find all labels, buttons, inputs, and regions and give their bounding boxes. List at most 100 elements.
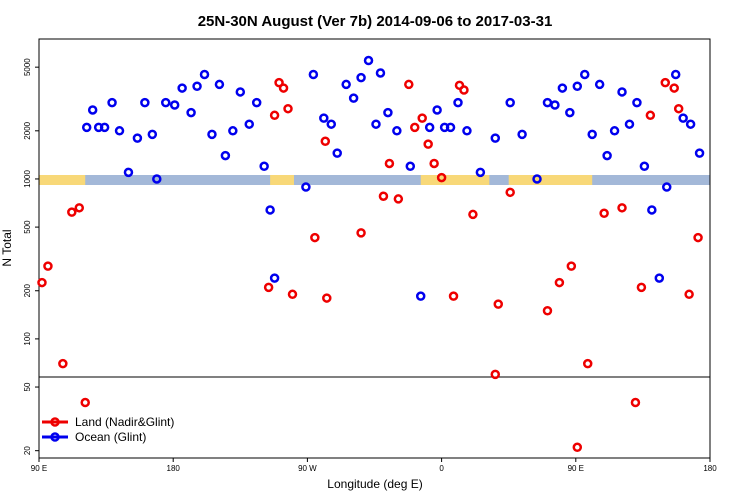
y-tick-label: 50 <box>23 382 32 391</box>
land-point <box>684 289 694 300</box>
land-point <box>566 261 577 271</box>
ocean-point <box>617 87 627 97</box>
land-point <box>423 139 433 149</box>
ocean-point <box>594 79 605 90</box>
ocean-point <box>169 100 180 110</box>
land-point <box>67 207 77 217</box>
land-point <box>283 103 293 114</box>
y-tick-label: 500 <box>23 220 32 234</box>
y-tick-label: 200 <box>23 284 32 298</box>
land-point <box>37 277 47 288</box>
ocean-point <box>432 105 442 115</box>
ocean-point <box>685 119 696 129</box>
land-point <box>636 282 647 293</box>
x-tick-label: 90 E <box>31 464 47 473</box>
land-point <box>459 85 469 95</box>
ocean-point <box>177 83 187 93</box>
ocean-point <box>647 205 657 215</box>
ocean-point <box>694 148 705 158</box>
land-point <box>404 79 414 90</box>
ocean-point <box>356 72 366 83</box>
chart-title: 25N-30N August (Ver 7b) 2014-09-06 to 20… <box>198 13 553 30</box>
ocean-point <box>654 273 665 283</box>
land-point <box>673 103 684 114</box>
land-point <box>493 299 504 309</box>
land-point <box>505 187 515 198</box>
ocean-point <box>490 133 501 143</box>
ocean-point <box>269 273 280 283</box>
ocean-point <box>383 107 393 118</box>
land-point <box>269 110 280 121</box>
land-point <box>617 203 627 213</box>
ocean-point <box>152 174 162 184</box>
ocean-point <box>532 174 542 184</box>
x-axis: 90 E 180 90 W 0 90 E 180 <box>31 458 717 473</box>
ocean-point <box>326 119 337 129</box>
land-point <box>378 191 389 201</box>
ocean-point <box>624 119 635 129</box>
land-point <box>80 397 90 408</box>
land-point <box>417 113 427 123</box>
x-tick-label: 180 <box>703 464 717 473</box>
land-point <box>468 209 478 220</box>
land-point <box>669 83 679 93</box>
land-point <box>660 77 671 88</box>
land-band-segment <box>39 175 86 185</box>
ocean-point <box>123 167 134 178</box>
land-point <box>599 208 609 219</box>
x-tick-label: 180 <box>167 464 181 473</box>
ocean-point <box>445 122 456 133</box>
ocean-point <box>579 69 590 80</box>
land-point <box>43 261 53 271</box>
ocean-point <box>632 97 642 108</box>
y-tick-label: 2000 <box>23 121 32 139</box>
ocean-band <box>39 175 710 185</box>
land-point <box>287 289 298 300</box>
ocean-point <box>587 129 597 140</box>
ocean-point <box>678 113 688 123</box>
ocean-point <box>147 129 158 140</box>
x-axis-label: Longitude (deg E) <box>327 477 422 491</box>
y-tick-label: 20 <box>23 446 32 455</box>
ocean-point <box>259 161 269 172</box>
plot-frame <box>38 38 711 459</box>
legend-ocean-marker <box>50 432 60 442</box>
ocean-point <box>332 148 342 158</box>
ocean-point <box>550 100 560 110</box>
land-point <box>572 442 583 453</box>
x-tick-label: 90 W <box>298 464 317 473</box>
ocean-point <box>214 79 225 90</box>
land-point <box>693 232 703 243</box>
land-point <box>74 203 85 213</box>
x-tick-label: 90 E <box>568 464 584 473</box>
land-point <box>410 122 420 133</box>
ocean-point <box>670 69 681 80</box>
ocean-point <box>363 55 374 66</box>
ocean-point <box>557 83 568 93</box>
y-tick-label: 1000 <box>23 170 32 188</box>
y-tick-label: 5000 <box>23 58 32 76</box>
ocean-point <box>542 97 553 108</box>
land-point <box>554 277 565 288</box>
ocean-point <box>186 107 196 118</box>
land-point <box>322 293 332 303</box>
land-point <box>356 228 366 238</box>
ocean-point <box>639 161 650 172</box>
land-point <box>393 194 404 204</box>
ocean-point <box>319 113 329 123</box>
ocean-point <box>107 97 117 108</box>
ocean-point <box>160 97 171 108</box>
ocean-point <box>453 97 463 108</box>
ocean-point <box>140 97 150 108</box>
ocean-point <box>375 68 386 78</box>
x-tick-label: 0 <box>439 464 444 473</box>
ocean-point <box>235 87 246 97</box>
land-point <box>542 305 553 316</box>
legend-ocean-label: Ocean (Glint) <box>75 430 146 444</box>
land-point <box>429 158 439 169</box>
ocean-point <box>415 291 426 301</box>
data-points <box>37 55 705 453</box>
land-point <box>490 369 501 380</box>
ocean-point <box>220 150 231 161</box>
ocean-point <box>99 122 110 133</box>
